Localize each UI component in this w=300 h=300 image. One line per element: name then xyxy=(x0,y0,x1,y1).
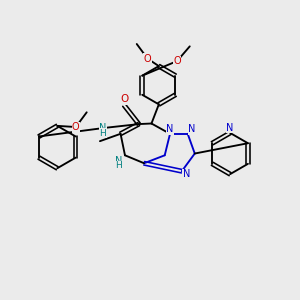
Text: N: N xyxy=(115,156,122,166)
Text: N: N xyxy=(188,124,196,134)
Text: H: H xyxy=(115,161,122,170)
Text: O: O xyxy=(120,94,128,104)
Text: H: H xyxy=(100,129,106,138)
Text: O: O xyxy=(72,122,80,132)
Text: O: O xyxy=(144,54,152,64)
Text: N: N xyxy=(99,123,106,133)
Text: N: N xyxy=(182,169,190,179)
Text: N: N xyxy=(166,124,174,134)
Text: N: N xyxy=(226,123,234,133)
Text: O: O xyxy=(173,56,181,66)
